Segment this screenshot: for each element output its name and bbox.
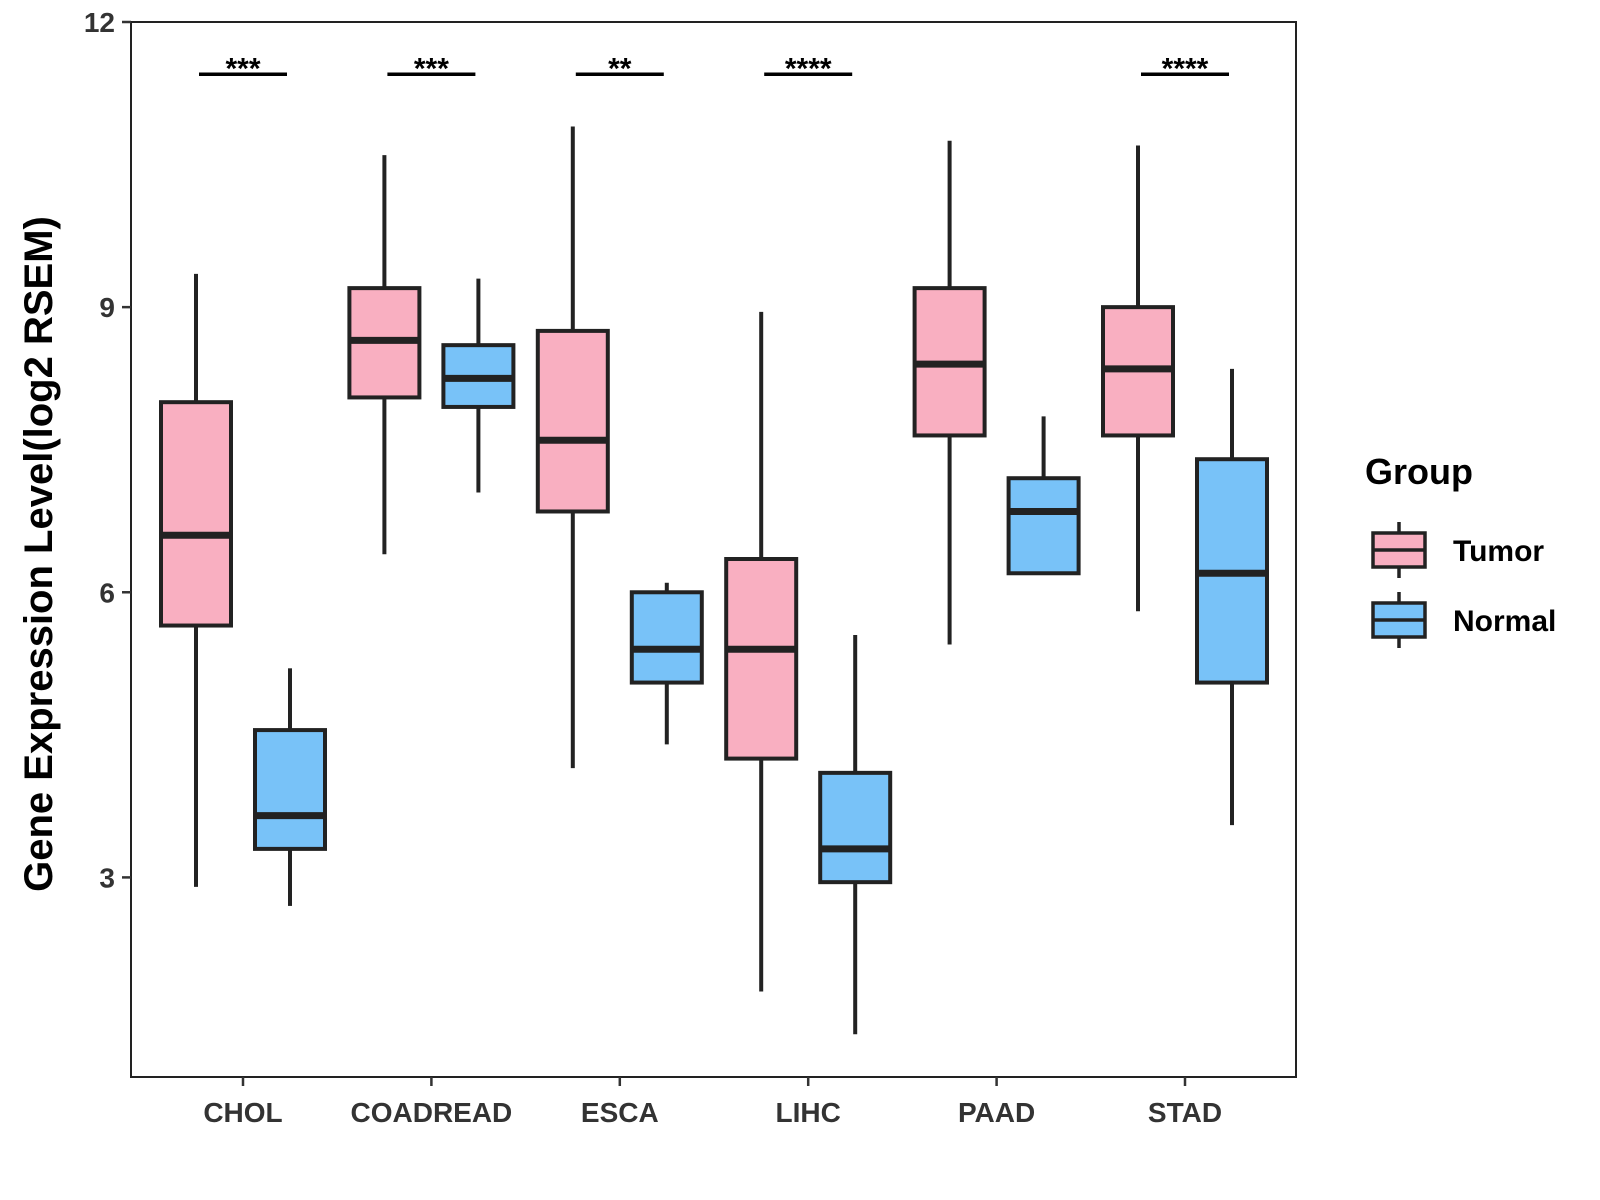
- box-iqr: [1006, 476, 1081, 576]
- x-tick-label: ESCA: [581, 1097, 659, 1128]
- legend-label: Normal: [1453, 605, 1556, 638]
- box-iqr: [253, 728, 327, 851]
- y-axis-title: Gene Expression Level(log2 RSEM): [17, 216, 61, 892]
- legend: Group Tumor Normal: [1365, 451, 1556, 648]
- box-tumor-coadread: [347, 155, 422, 555]
- box-normal-lihc: [818, 635, 893, 1035]
- x-tick-label: CHOL: [203, 1097, 282, 1128]
- y-tick-label: 12: [84, 7, 115, 38]
- box-iqr: [629, 590, 704, 685]
- box-iqr: [724, 557, 799, 761]
- x-tick-label: PAAD: [958, 1097, 1035, 1128]
- box-iqr: [159, 400, 233, 628]
- legend-item-normal: Normal: [1371, 592, 1556, 648]
- significance-label: ***: [414, 52, 449, 85]
- box-tumor-lihc: [724, 311, 799, 992]
- box-tumor-chol: [159, 273, 233, 887]
- y-tick-label: 3: [99, 862, 115, 893]
- box-iqr: [535, 328, 610, 514]
- box-tumor-esca: [535, 126, 610, 769]
- box-normal-coadread: [441, 278, 516, 493]
- significance-label: ****: [1162, 52, 1209, 85]
- x-tick-label: COADREAD: [351, 1097, 513, 1128]
- plot-panel-border: [130, 21, 1297, 1078]
- legend-title: Group: [1365, 451, 1473, 492]
- y-tick-label: 9: [99, 292, 115, 323]
- box-normal-esca: [629, 582, 704, 745]
- significance-label: ****: [785, 52, 832, 85]
- box-tumor-stad: [1101, 145, 1175, 612]
- legend-label: Tumor: [1453, 535, 1544, 568]
- x-tick-label: STAD: [1148, 1097, 1222, 1128]
- legend-item-tumor: Tumor: [1371, 522, 1544, 578]
- significance-label: ***: [225, 52, 260, 85]
- box-iqr: [818, 770, 893, 885]
- box-tumor-paad: [912, 140, 987, 645]
- x-tick-label: LIHC: [776, 1097, 841, 1128]
- y-tick-label: 6: [99, 577, 115, 608]
- significance-label: **: [608, 52, 632, 85]
- box-normal-stad: [1195, 368, 1269, 826]
- box-normal-chol: [253, 668, 327, 906]
- box-normal-paad: [1006, 416, 1081, 576]
